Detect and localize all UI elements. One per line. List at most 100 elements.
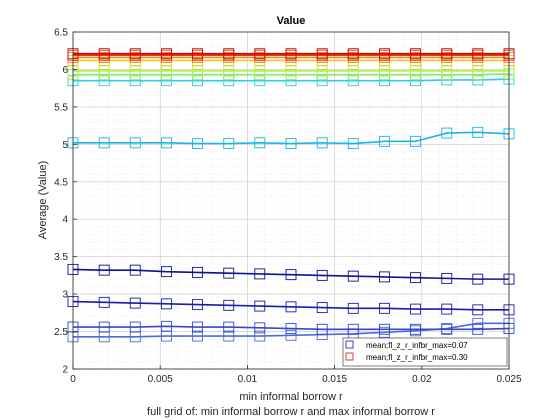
data-point	[472, 48, 484, 60]
data-point	[410, 48, 421, 60]
data-point	[379, 323, 390, 335]
data-point	[441, 303, 453, 315]
series-2	[67, 296, 515, 316]
data-point	[285, 138, 297, 150]
x-tick-label: 0.01	[238, 374, 258, 385]
y-tick-label: 3	[62, 290, 68, 301]
data-point	[161, 137, 172, 149]
data-point	[347, 65, 359, 77]
data-point	[441, 65, 453, 77]
data-point	[98, 48, 110, 60]
series-layer	[67, 48, 515, 343]
x-axis-ticks: 0 0.005 0.01 0.015 0.02 0.025	[70, 365, 522, 385]
data-point	[441, 323, 453, 335]
data-point	[316, 65, 328, 77]
data-point	[254, 300, 266, 312]
data-point	[316, 48, 328, 60]
series-4	[67, 126, 515, 150]
data-point	[285, 323, 297, 335]
data-point	[161, 320, 172, 332]
data-point	[192, 138, 203, 150]
series-3	[67, 263, 515, 285]
data-point	[316, 269, 328, 281]
data-point	[316, 302, 328, 314]
data-point	[223, 267, 235, 279]
y-tick-label: 6.5	[54, 28, 68, 39]
plot-background	[73, 32, 509, 369]
data-point	[379, 271, 390, 283]
data-point	[192, 266, 203, 278]
data-point	[379, 48, 390, 60]
data-point	[472, 126, 484, 138]
footer-caption: full grid of: min informal borrow r and …	[147, 406, 435, 418]
data-point	[285, 48, 297, 60]
series-line	[72, 300, 509, 311]
data-point	[161, 65, 172, 77]
y-tick-label: 5	[62, 140, 68, 151]
data-point	[472, 273, 484, 285]
data-point	[254, 48, 266, 60]
data-point	[472, 65, 484, 77]
data-point	[254, 322, 266, 334]
data-point	[285, 329, 297, 341]
x-axis-label: min informal borrow r	[239, 391, 343, 403]
data-point	[254, 137, 266, 149]
data-point	[98, 264, 110, 276]
data-point	[379, 135, 390, 147]
data-point	[129, 297, 141, 309]
x-tick-label: 0.015	[322, 374, 347, 385]
data-point	[347, 302, 359, 314]
y-tick-label: 5.5	[54, 102, 68, 113]
series-line	[72, 268, 509, 280]
data-point	[410, 272, 421, 284]
data-point	[161, 48, 172, 60]
data-point	[98, 137, 110, 149]
series-line	[73, 78, 510, 82]
data-point	[192, 48, 203, 60]
legend: mean;fl_z_r_infbr_max=0.07 mean;fl_z_r_i…	[342, 337, 508, 367]
data-point	[192, 330, 203, 342]
data-point	[192, 321, 203, 333]
x-tick-label: 0.02	[412, 374, 432, 385]
data-point	[254, 268, 266, 280]
data-point	[379, 302, 390, 314]
data-point	[316, 137, 328, 149]
data-point	[410, 65, 421, 77]
data-point	[441, 127, 453, 139]
series-line	[73, 73, 510, 76]
x-tick-label: 0.025	[496, 374, 521, 385]
data-point	[129, 321, 141, 333]
data-point	[129, 264, 141, 276]
y-tick-label: 4	[62, 215, 68, 226]
data-point	[223, 330, 235, 342]
data-point	[223, 321, 235, 333]
data-point	[129, 137, 141, 149]
data-point	[285, 269, 297, 281]
legend-label-1: mean;fl_z_r_infbr_max=0.30	[366, 353, 468, 362]
data-point	[410, 323, 421, 335]
data-point	[410, 135, 421, 147]
data-point	[441, 48, 453, 60]
data-point	[254, 65, 266, 77]
data-point	[285, 301, 297, 313]
y-tick-label: 2	[62, 365, 68, 376]
data-point	[285, 65, 297, 77]
data-point	[223, 299, 235, 311]
y-tick-label: 2.5	[54, 327, 68, 338]
data-point	[98, 65, 110, 77]
data-point	[441, 272, 453, 284]
data-point	[192, 299, 203, 311]
data-point	[223, 48, 235, 60]
series-line	[73, 325, 510, 331]
x-tick-label: 0.005	[148, 374, 173, 385]
data-point	[161, 298, 172, 310]
y-axis-ticks: 2 2.5 3 3.5 4 4.5 5 5.5 6 6.5	[54, 28, 77, 376]
legend-marker-0	[345, 340, 354, 349]
data-point	[161, 266, 172, 278]
legend-marker-1	[345, 352, 354, 361]
data-point	[316, 323, 328, 335]
legend-label-0: mean;fl_z_r_infbr_max=0.07	[366, 341, 468, 350]
data-point	[347, 48, 359, 60]
data-point	[410, 303, 421, 315]
